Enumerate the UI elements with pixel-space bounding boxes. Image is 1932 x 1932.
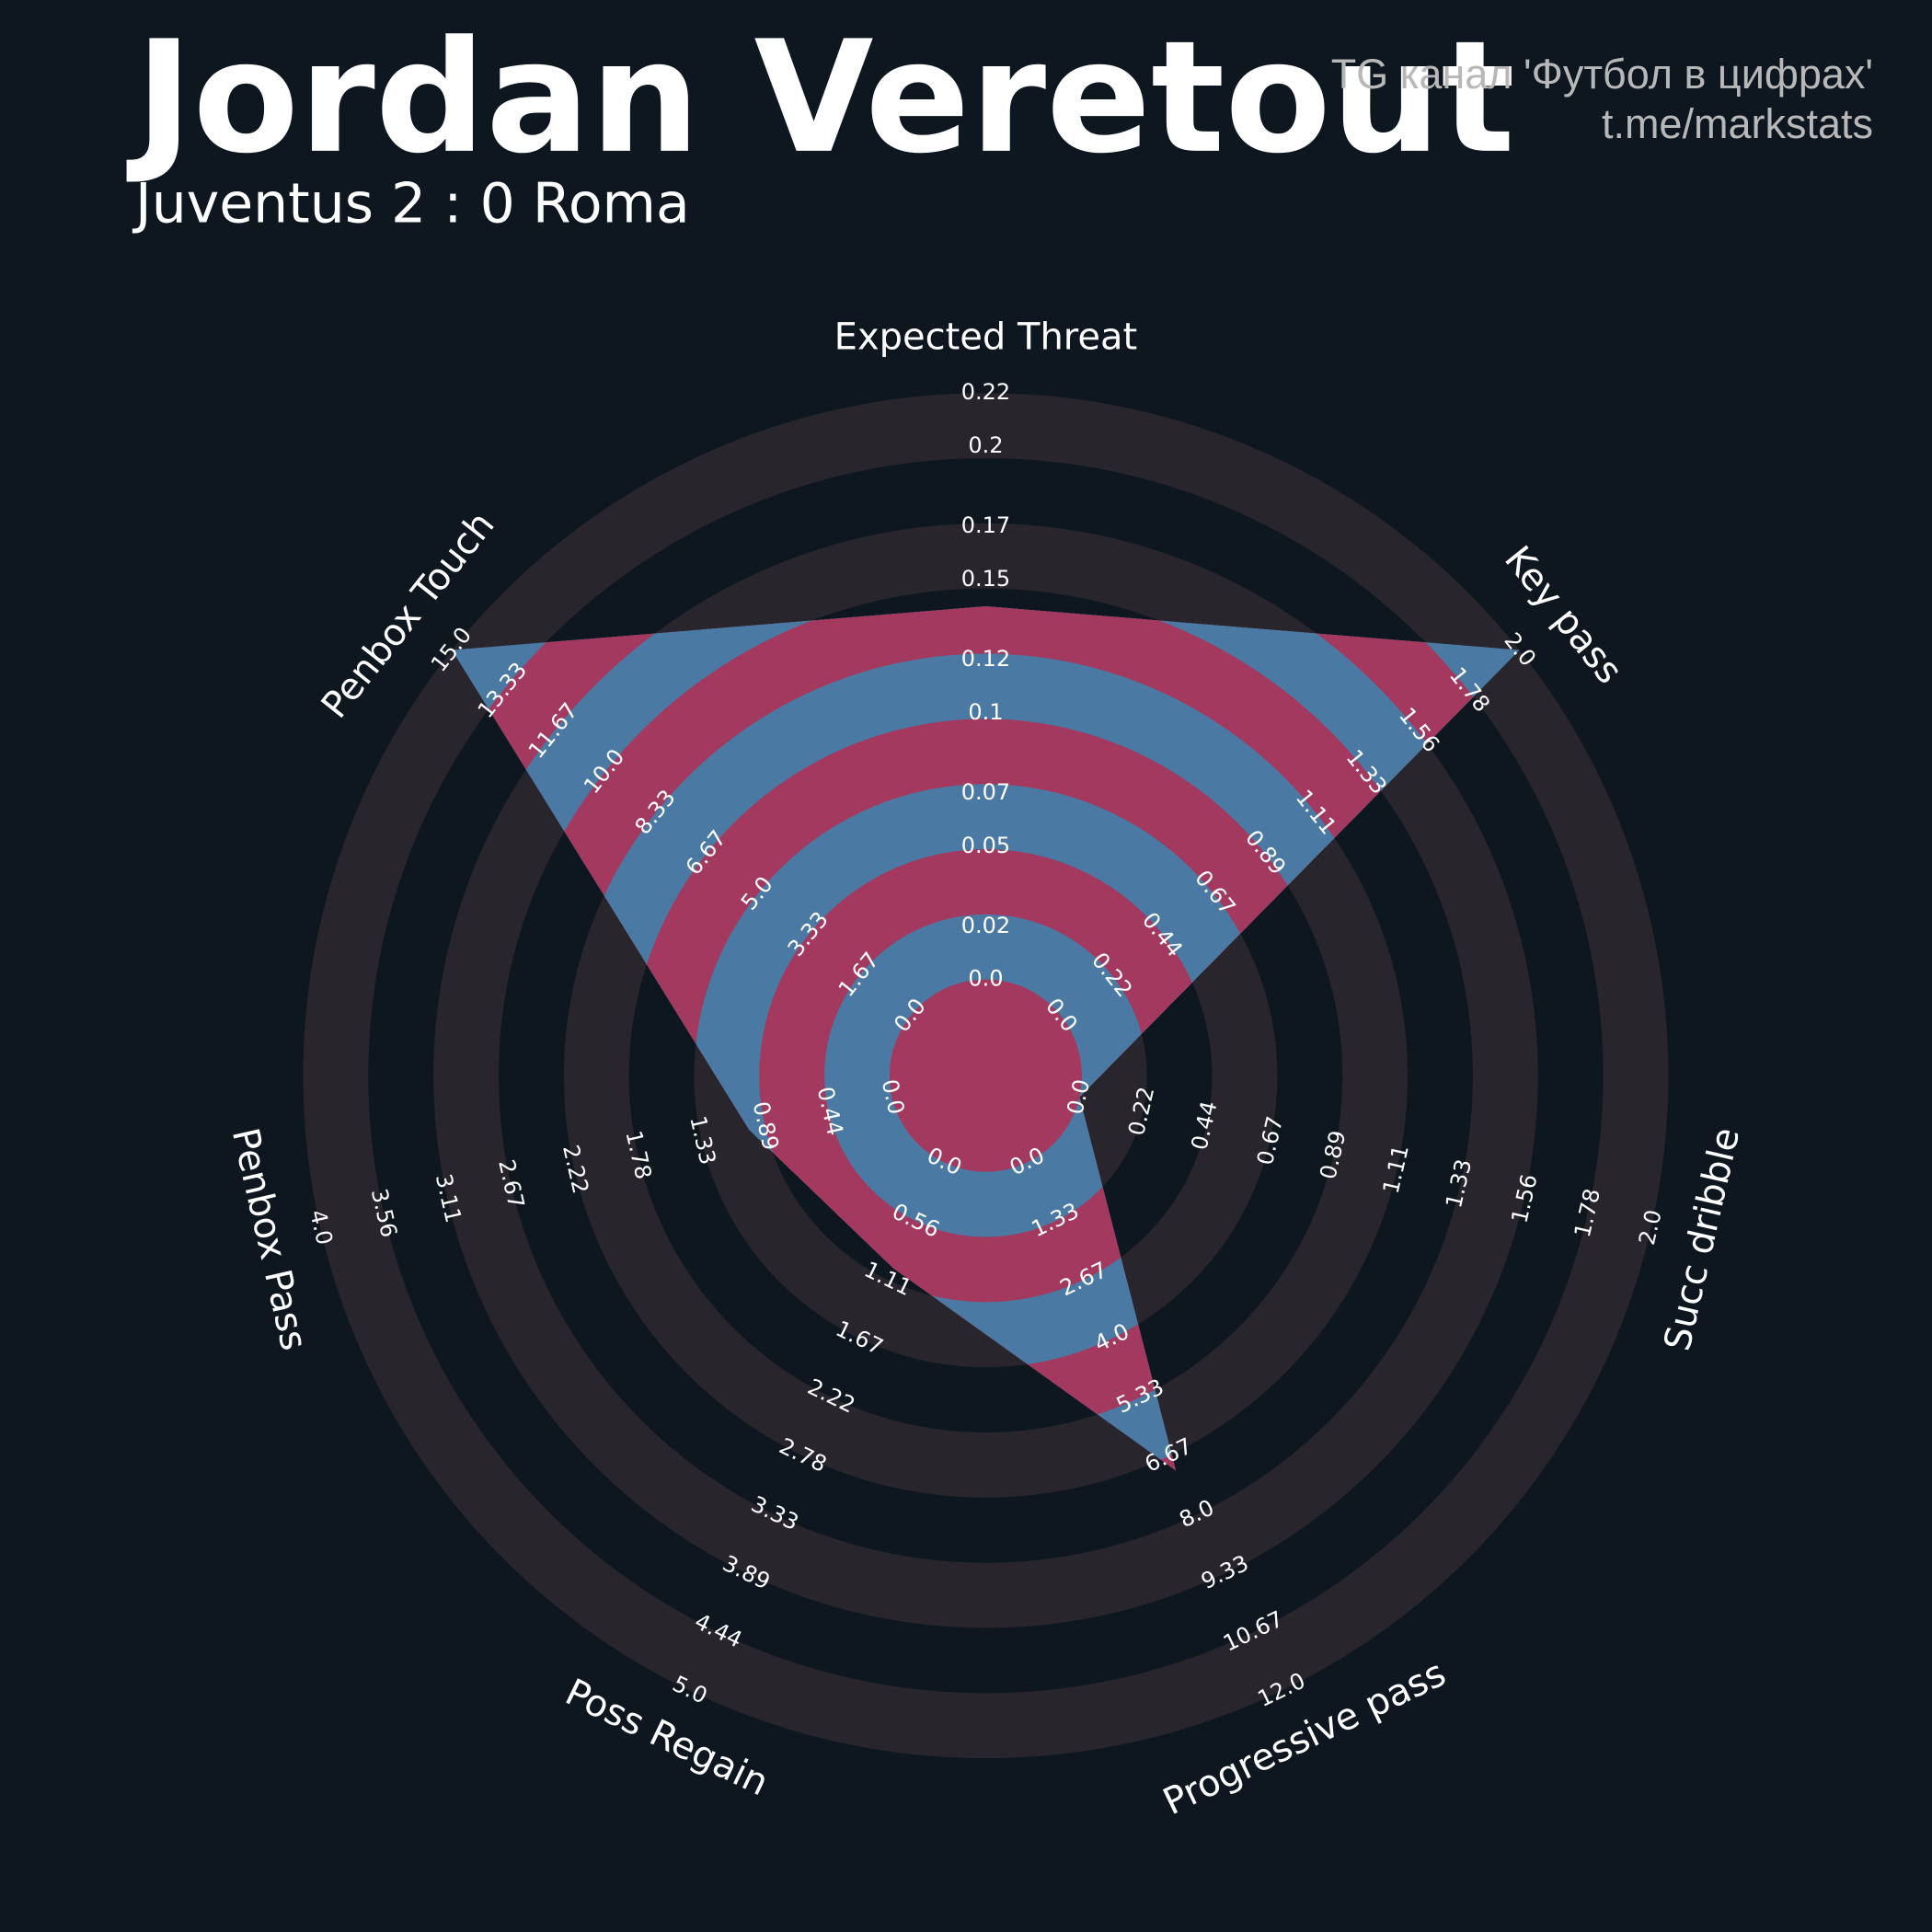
axis-label: Expected Threat [834, 316, 1138, 358]
tick-label: 0.15 [961, 566, 1010, 592]
tick-label: 0.2 [968, 432, 1003, 458]
tick-label: 0.1 [968, 699, 1003, 725]
center-circle [889, 979, 1082, 1172]
credit: t.me/markstats [1602, 100, 1873, 147]
credit: TG канал 'Футбол в цифрах' [1331, 51, 1873, 98]
tick-label: 0.05 [961, 833, 1010, 858]
tick-label: 0.17 [961, 512, 1010, 538]
tick-label: 0.22 [961, 379, 1010, 405]
tick-label: 0.12 [961, 646, 1010, 672]
tick-label: 0.0 [968, 966, 1003, 992]
chart-title: Jordan Veretout [126, 7, 1515, 188]
tick-label: 0.07 [961, 779, 1010, 805]
chart-subtitle: Juventus 2 : 0 Roma [132, 172, 690, 236]
tick-label: 0.02 [961, 913, 1010, 938]
